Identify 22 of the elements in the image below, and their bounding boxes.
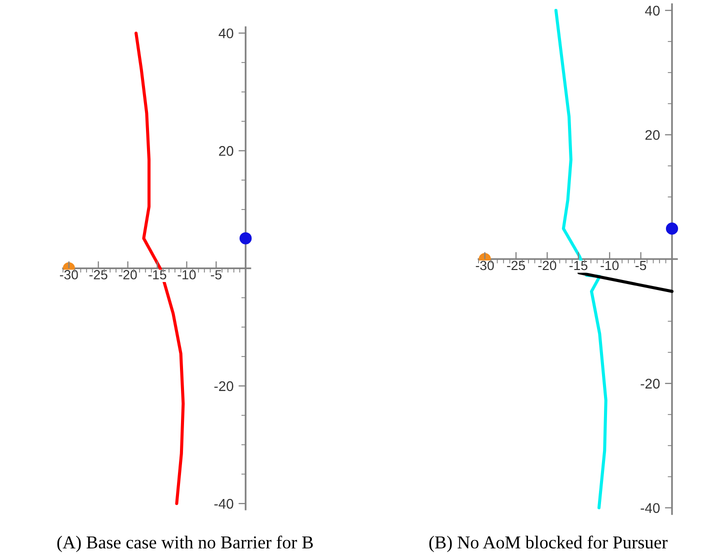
x-tick-label: -5 (636, 260, 646, 270)
y-tick-label: -40 (214, 498, 234, 509)
x-tick-label: -15 (569, 260, 588, 270)
x-tick-label: -20 (118, 270, 137, 280)
y-tick-label: 40 (218, 28, 234, 38)
x-tick-label: -10 (600, 260, 619, 270)
x-tick-label: -25 (507, 260, 525, 270)
x-tick-label: -25 (89, 270, 108, 280)
x-tick-label: -30 (476, 260, 494, 270)
text: (B) No AoM blocked for Pursuer (429, 536, 668, 552)
x-tick-label: -10 (178, 270, 196, 280)
x-tick-label: -15 (148, 270, 166, 280)
y-tick-label: -20 (214, 381, 234, 392)
y-tick-label: 40 (645, 6, 660, 16)
y-tick-label: -20 (640, 378, 660, 389)
y-tick-label: 20 (645, 130, 660, 140)
x-tick-label: -30 (60, 270, 78, 280)
x-tick-label: -20 (538, 260, 556, 270)
y-tick-label: 20 (219, 146, 234, 156)
text: (A) Base case with no Barrier for B (57, 536, 313, 552)
y-tick-label: -40 (640, 503, 660, 513)
x-tick-label: -5 (210, 270, 222, 280)
